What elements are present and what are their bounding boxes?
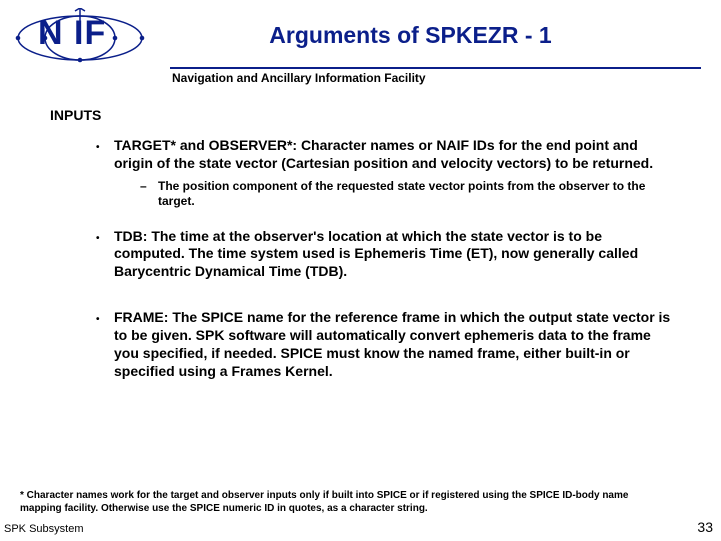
slide-title: Arguments of SPKEZR - 1 (150, 22, 711, 49)
footnote: * Character names work for the target an… (20, 490, 661, 515)
bullet-text: FRAME: The SPICE name for the reference … (114, 309, 670, 379)
bullet-text: TARGET* and OBSERVER*: Character names o… (114, 137, 653, 171)
divider (170, 67, 701, 69)
subtitle: Navigation and Ancillary Information Fac… (172, 71, 721, 85)
naif-logo: N IF (10, 8, 150, 63)
bullet-item: • TARGET* and OBSERVER*: Character names… (90, 137, 676, 210)
logo-text: N IF (38, 14, 106, 53)
bullet-icon: • (96, 142, 100, 155)
dash-icon: – (140, 179, 147, 194)
header: N IF Arguments of SPKEZR - 1 (0, 0, 721, 63)
sub-bullet-item: – The position component of the requeste… (136, 179, 676, 210)
bullet-icon: • (96, 314, 100, 327)
bullet-item: • FRAME: The SPICE name for the referenc… (90, 309, 676, 381)
bullet-list: • TARGET* and OBSERVER*: Character names… (90, 137, 676, 381)
sub-bullet-text: The position component of the requested … (158, 179, 645, 208)
bullet-item: • TDB: The time at the observer's locati… (90, 228, 676, 282)
bullet-icon: • (96, 233, 100, 246)
section-heading: INPUTS (50, 107, 721, 123)
page-number: 33 (697, 519, 713, 535)
footer-left: SPK Subsystem (4, 523, 83, 535)
bullet-text: TDB: The time at the observer's location… (114, 228, 638, 280)
